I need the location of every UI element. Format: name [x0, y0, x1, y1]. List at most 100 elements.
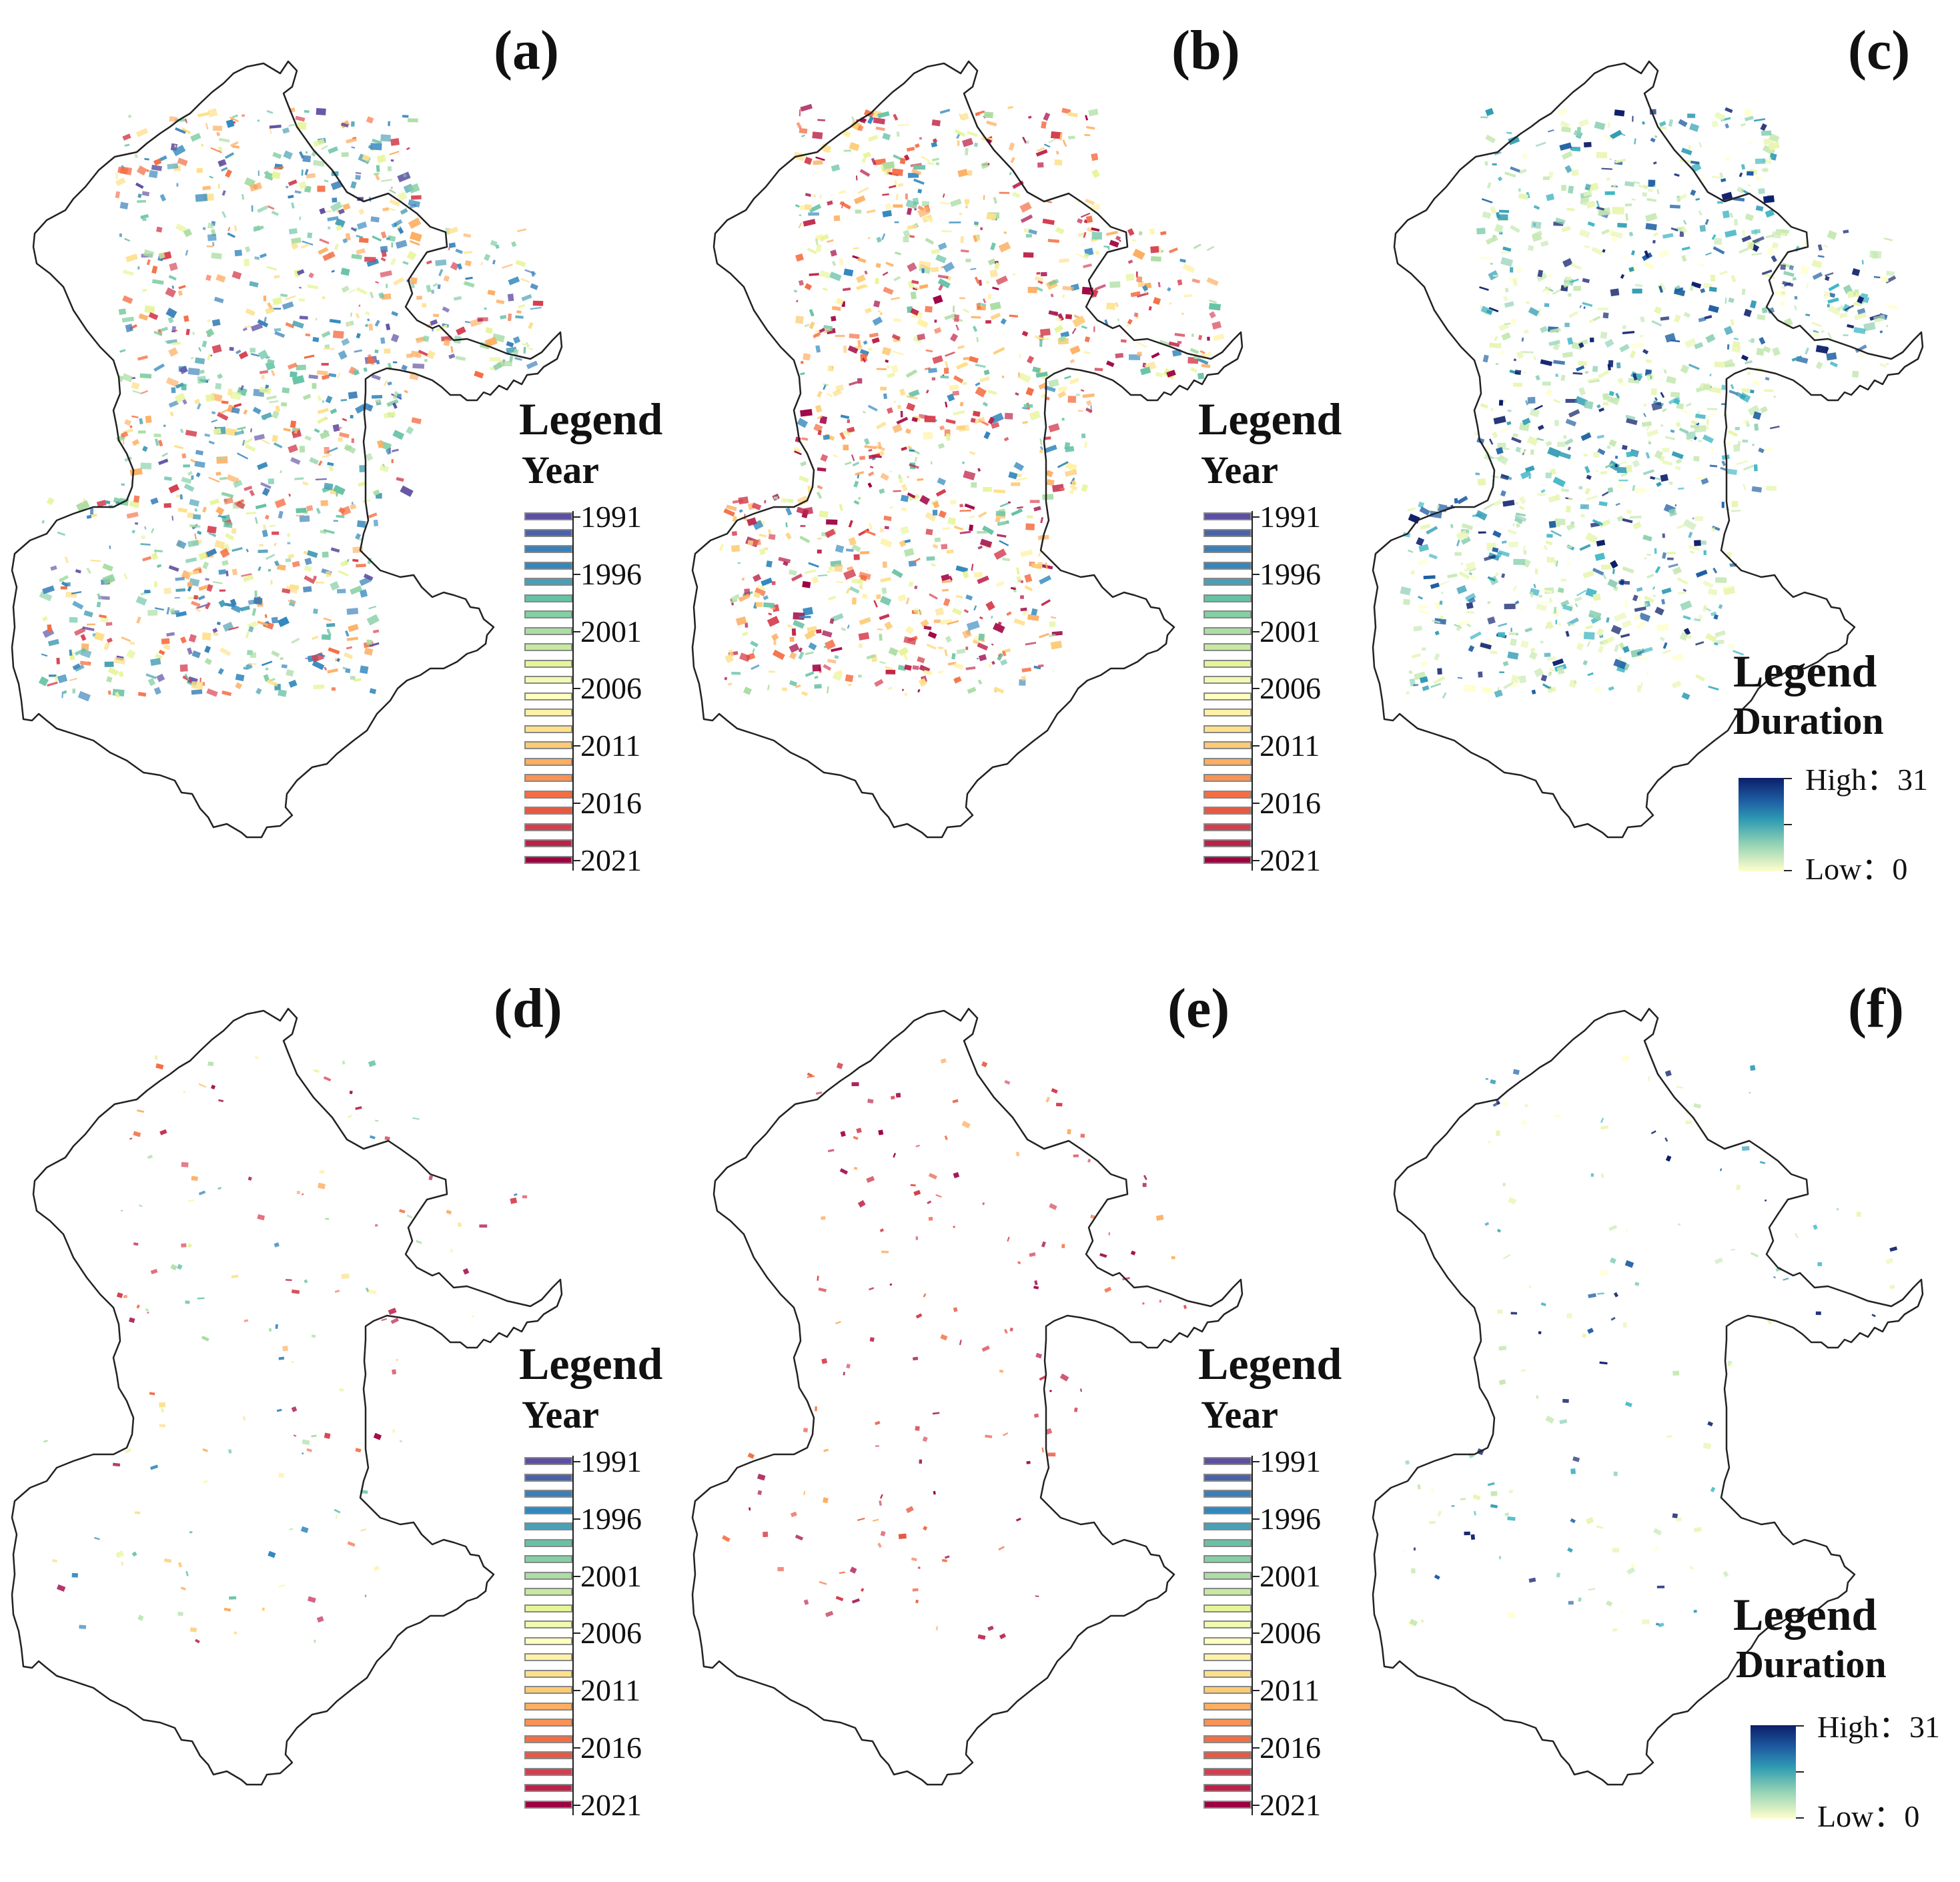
- change-patch: [817, 467, 827, 472]
- change-patch: [346, 137, 358, 144]
- change-patch: [1671, 451, 1684, 460]
- change-patch: [1189, 348, 1199, 354]
- change-patch: [1137, 352, 1142, 357]
- change-patch: [261, 375, 265, 380]
- change-patch: [371, 374, 381, 381]
- change-patch: [1127, 318, 1133, 325]
- change-patch: [925, 306, 933, 313]
- change-patch: [332, 330, 344, 339]
- change-patch: [897, 183, 904, 187]
- change-patch: [795, 1534, 804, 1541]
- change-patch: [350, 121, 355, 127]
- change-patch: [321, 330, 331, 338]
- change-patch: [1719, 172, 1724, 178]
- change-patch: [831, 260, 837, 266]
- change-patch: [819, 270, 831, 279]
- change-patch: [1752, 236, 1765, 244]
- change-patch: [1019, 201, 1032, 213]
- change-patch: [879, 1228, 885, 1233]
- change-patch: [321, 363, 329, 366]
- change-patch: [1416, 537, 1425, 546]
- change-patch: [115, 191, 121, 199]
- change-patch: [442, 306, 450, 313]
- change-patch: [1065, 314, 1073, 320]
- change-patch: [375, 1119, 379, 1122]
- change-patch: [892, 350, 904, 356]
- change-patch: [945, 351, 955, 357]
- change-patch: [304, 575, 316, 584]
- change-patch: [125, 1448, 132, 1454]
- change-patch: [915, 143, 920, 148]
- change-patch: [151, 265, 158, 274]
- change-patch: [751, 664, 760, 670]
- change-patch: [1654, 397, 1658, 402]
- region-boundary: [691, 60, 1244, 839]
- change-patch: [875, 421, 887, 430]
- change-patch: [907, 262, 917, 272]
- change-patch: [956, 425, 966, 430]
- change-patch: [949, 198, 962, 207]
- change-patch: [283, 150, 293, 160]
- change-patch: [1687, 634, 1692, 639]
- change-patch: [358, 481, 368, 487]
- change-patch: [1104, 1286, 1112, 1293]
- change-patch: [1887, 304, 1898, 310]
- change-patch: [49, 674, 57, 677]
- change-patch: [341, 1273, 350, 1279]
- change-patch: [500, 361, 512, 366]
- change-patch: [1499, 671, 1504, 674]
- change-patch: [376, 154, 386, 163]
- change-patch: [749, 1507, 751, 1511]
- change-patch: [1049, 1390, 1052, 1392]
- change-patch: [959, 1340, 962, 1346]
- change-patch: [983, 431, 991, 440]
- change-patch: [1704, 315, 1712, 320]
- change-patch: [999, 540, 1009, 546]
- change-patch: [1690, 282, 1702, 289]
- change-patch: [1596, 151, 1608, 159]
- change-patch: [731, 530, 738, 536]
- change-patch: [274, 1242, 280, 1248]
- change-patch: [898, 1533, 907, 1539]
- change-patch: [959, 530, 971, 534]
- change-patch: [1059, 1373, 1069, 1382]
- change-patch: [199, 677, 201, 683]
- change-patch: [877, 628, 883, 630]
- change-patch: [269, 524, 276, 527]
- change-patch: [73, 627, 86, 636]
- change-patch: [327, 215, 339, 221]
- change-patch: [1073, 1407, 1078, 1412]
- change-patch: [1773, 395, 1777, 398]
- change-patch: [463, 233, 472, 238]
- change-patch: [803, 353, 811, 361]
- change-patch: [1690, 160, 1700, 165]
- change-patch: [177, 290, 183, 296]
- change-patch: [1745, 213, 1755, 221]
- panel-e: (e) Legend Year 1991 1996 2001 2006 2011 2016…: [680, 947, 1348, 1881]
- change-patch: [1470, 1534, 1476, 1540]
- change-patch: [1157, 282, 1161, 288]
- legend-title-f: Legend: [1733, 1589, 1877, 1640]
- change-patch: [1120, 339, 1127, 343]
- change-patch: [1594, 121, 1606, 131]
- change-patch: [1781, 291, 1785, 295]
- change-patch: [94, 632, 105, 642]
- change-patch: [266, 395, 277, 400]
- change-patch: [1194, 356, 1200, 359]
- change-patch: [205, 578, 209, 581]
- change-patch: [325, 1218, 330, 1220]
- change-patch: [399, 1209, 406, 1214]
- change-patch: [882, 193, 889, 196]
- change-patch: [531, 271, 535, 277]
- change-patch: [820, 143, 831, 153]
- year-swatch: [524, 774, 572, 782]
- change-patch: [1665, 1155, 1672, 1162]
- change-patch: [1544, 303, 1550, 308]
- change-patch: [1510, 267, 1514, 273]
- panel-label-e: (e): [1167, 977, 1230, 1039]
- change-patch: [1631, 198, 1636, 201]
- region-boundary: [1372, 1007, 1924, 1786]
- change-patch: [1600, 332, 1608, 339]
- change-patch: [366, 639, 372, 645]
- change-patch: [248, 626, 254, 633]
